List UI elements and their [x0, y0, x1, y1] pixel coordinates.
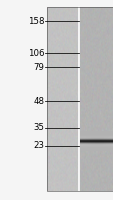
Text: 23: 23 — [33, 142, 44, 150]
Text: 106: 106 — [28, 48, 44, 58]
Text: 35: 35 — [33, 123, 44, 132]
Text: 48: 48 — [33, 97, 44, 106]
Text: 79: 79 — [33, 62, 44, 72]
Bar — [47, 7, 113, 191]
Text: 158: 158 — [28, 17, 44, 25]
